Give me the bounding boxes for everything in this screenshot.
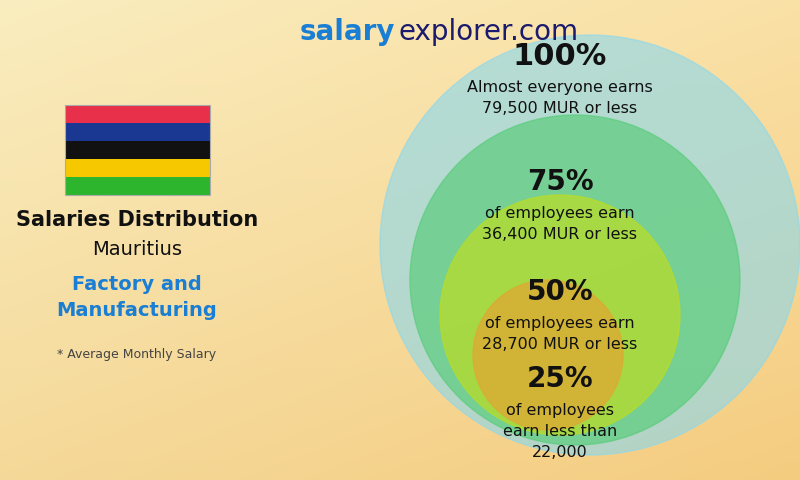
Text: 50%: 50% [526,278,594,306]
Bar [65,177,210,195]
Text: 100%: 100% [513,42,607,71]
Text: explorer.com: explorer.com [398,18,578,46]
Circle shape [440,195,680,435]
Text: 25%: 25% [526,365,594,393]
Bar [65,105,210,123]
Circle shape [410,115,740,445]
Text: of employees earn
28,700 MUR or less: of employees earn 28,700 MUR or less [482,316,638,352]
Bar [65,141,210,159]
Text: 75%: 75% [526,168,594,196]
Text: salary: salary [299,18,395,46]
Bar [65,105,210,195]
Bar [65,123,210,141]
Text: Mauritius: Mauritius [92,240,182,259]
Text: Factory and
Manufacturing: Factory and Manufacturing [57,275,218,321]
Circle shape [473,280,623,430]
Bar [65,159,210,177]
Text: Almost everyone earns
79,500 MUR or less: Almost everyone earns 79,500 MUR or less [467,80,653,116]
Circle shape [380,35,800,455]
Text: * Average Monthly Salary: * Average Monthly Salary [58,348,217,361]
Text: of employees
earn less than
22,000: of employees earn less than 22,000 [503,403,617,460]
Text: of employees earn
36,400 MUR or less: of employees earn 36,400 MUR or less [482,206,638,242]
Text: Salaries Distribution: Salaries Distribution [16,210,258,230]
